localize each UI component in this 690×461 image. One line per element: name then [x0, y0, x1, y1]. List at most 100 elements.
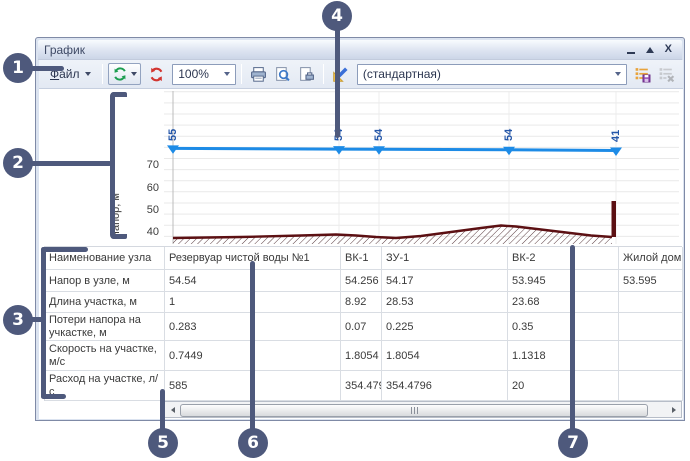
delete-template-button — [654, 63, 678, 85]
row-header-cell: Скорость на участке, м/с — [45, 341, 165, 371]
callout-badge-2: 2 — [3, 148, 33, 178]
callout-badge-5: 5 — [148, 428, 178, 458]
svg-text:54: 54 — [503, 128, 515, 141]
row-header-cell: Расход на участке, л/с — [45, 371, 165, 401]
toolbar-separator — [323, 64, 325, 84]
table-cell — [619, 371, 683, 401]
minimize-icon[interactable] — [626, 52, 635, 54]
zoom-combobox[interactable]: 100% — [172, 63, 236, 85]
arrow-right-icon — [671, 406, 676, 413]
h-gridlines — [164, 91, 679, 237]
y-tick-label: 40 — [146, 226, 159, 238]
file-menu-button[interactable]: Файл — [44, 64, 97, 84]
table-cell — [619, 313, 683, 341]
y-tick-label: 50 — [146, 203, 159, 216]
row-header-cell: Потери напора на учкастке, м — [45, 313, 165, 341]
table-cell: 0.07 — [341, 313, 382, 341]
callout-badge-7: 7 — [558, 428, 588, 458]
chevron-down-icon — [223, 72, 230, 76]
callout-bracket-3-vertical — [41, 247, 46, 399]
list-delete-icon — [659, 67, 674, 82]
chevron-down-icon — [614, 72, 621, 76]
row-header-cell: Наименование узла — [45, 247, 165, 270]
refresh-button[interactable] — [144, 63, 168, 85]
table-cell — [619, 292, 683, 313]
print-button[interactable] — [247, 63, 271, 85]
column-header-cell: ЗУ-1 — [382, 247, 508, 270]
page-setup-button[interactable] — [294, 63, 318, 85]
head-line — [172, 146, 617, 152]
table-cell: 1.1318 — [508, 341, 619, 371]
page-magnifier-icon — [276, 66, 290, 81]
table-cell: 53.945 — [508, 270, 619, 292]
svg-text:54: 54 — [373, 128, 385, 141]
callout-line-7 — [570, 245, 575, 431]
edit-chart-button[interactable] — [329, 63, 353, 85]
arrow-left-icon — [170, 406, 175, 413]
toolbar: Файл — [39, 60, 683, 89]
chevron-down-icon — [84, 72, 91, 76]
table-cell: 23.68 — [508, 292, 619, 313]
callout-badge-6: 6 — [238, 428, 268, 458]
y-tick-label: 70 — [146, 159, 159, 171]
table-cell: 54.256 — [341, 270, 382, 292]
ground-profile-area — [173, 225, 612, 244]
file-label-rest: айл — [59, 67, 80, 81]
table-cell: 354.4796 — [382, 371, 508, 401]
printer-icon — [251, 66, 267, 82]
callout-badge-3: 3 — [3, 305, 33, 335]
table-cell: 1.8054 — [382, 341, 508, 371]
table-cell: 0.225 — [382, 313, 508, 341]
toolbar-separator — [101, 64, 103, 84]
callout-badge-4: 4 — [322, 1, 352, 31]
refresh-data-button[interactable] — [107, 63, 141, 85]
table-cell: 1.8054 — [341, 341, 382, 371]
callout-line-1 — [30, 66, 64, 71]
zoom-value: 100% — [178, 67, 209, 81]
save-template-button[interactable] — [630, 63, 654, 85]
table-cell: 20 — [508, 371, 619, 401]
svg-text:55: 55 — [167, 129, 179, 141]
callout-line-4 — [335, 28, 340, 138]
horizontal-scrollbar[interactable] — [164, 401, 682, 418]
scroll-right-button[interactable] — [666, 402, 681, 417]
template-value: (стандартная) — [362, 67, 441, 81]
template-combobox[interactable]: (стандартная) — [356, 63, 627, 85]
table-cell: 0.35 — [508, 313, 619, 341]
scroll-left-button[interactable] — [165, 402, 180, 417]
y-tick-label: 60 — [146, 181, 159, 194]
print-preview-button[interactable] — [271, 63, 295, 85]
column-header-cell: ВК-1 — [341, 247, 382, 270]
results-table: Наименование узла Резервуар чистой воды … — [44, 246, 683, 401]
callout-badge-1: 1 — [3, 53, 33, 83]
callout-line-6 — [250, 261, 255, 431]
list-save-icon — [635, 67, 651, 82]
close-icon[interactable]: X — [664, 43, 672, 55]
table-cell: 354.4796 — [341, 371, 382, 401]
callout-line-3 — [30, 317, 46, 322]
maximize-icon[interactable] — [645, 46, 654, 53]
sync-green-icon — [113, 67, 126, 81]
chart-client-area: Напор, м 70 60 50 40 30 20 — [39, 89, 683, 419]
column-header-cell: Жилой дом — [619, 247, 683, 270]
row-header-cell: Длина участка, м — [45, 292, 165, 313]
svg-text:41: 41 — [610, 130, 622, 142]
callout-line-5 — [160, 389, 165, 431]
node-value-labels: 55 54 54 54 41 — [167, 128, 622, 142]
table-cell: 8.92 — [341, 292, 382, 313]
ground-profile-line — [172, 224, 613, 240]
file-menu-label: Файл — [50, 67, 80, 81]
window-title: График — [44, 42, 85, 57]
table-cell — [619, 341, 683, 371]
refresh-red-icon — [150, 67, 163, 81]
building-bar — [611, 201, 616, 237]
column-header-cell: ВК-2 — [508, 247, 619, 270]
graph-window: График X Файл — [35, 37, 685, 421]
table-cell: 53.595 — [619, 270, 683, 292]
scrollbar-thumb[interactable] — [180, 403, 648, 417]
title-bar[interactable]: График X — [38, 40, 682, 60]
chevron-down-icon[interactable] — [130, 72, 137, 76]
node-markers — [167, 145, 622, 156]
callout-bracket-2 — [110, 92, 127, 239]
